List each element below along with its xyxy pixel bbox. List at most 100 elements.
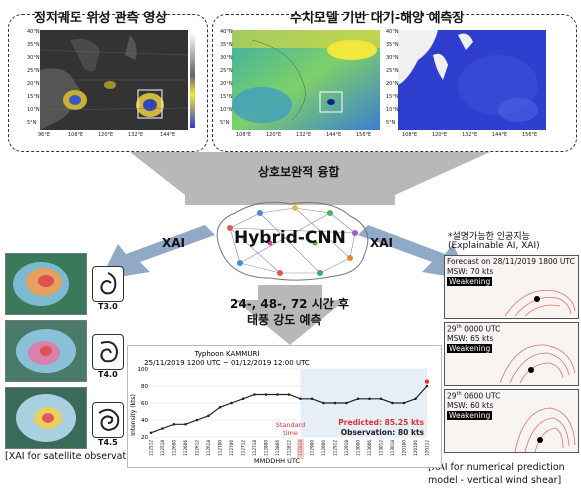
data-point bbox=[264, 393, 268, 396]
y-tick-label: 100 bbox=[138, 367, 149, 373]
ocean-field-map bbox=[398, 30, 546, 130]
satellite-heatmap bbox=[6, 321, 86, 381]
data-point bbox=[379, 397, 383, 401]
predicted-label: Predicted: 85.25 kts bbox=[338, 418, 424, 427]
forecast-time: 29th 0600 UTC bbox=[447, 391, 500, 401]
satellite-heatmap bbox=[6, 254, 86, 314]
fusion-label: 상호보완적 융합 bbox=[258, 165, 340, 179]
data-point bbox=[287, 393, 291, 396]
ocean-lon-tick: 108°E bbox=[402, 132, 418, 138]
x-tick-label: 120106 bbox=[413, 440, 418, 456]
y-tick-label: 80 bbox=[141, 384, 148, 390]
fusion-arrow bbox=[130, 152, 490, 205]
x-tick-label: 120112 bbox=[425, 440, 430, 456]
data-point bbox=[218, 405, 222, 409]
x-tick-label: 112612 bbox=[195, 440, 200, 456]
sat-lat-tick: 40°N bbox=[27, 29, 40, 35]
sat-lat-tick: 30°N bbox=[27, 55, 40, 61]
forecast-day: 29 bbox=[447, 391, 457, 401]
observation-label: Observation: 80 kts bbox=[341, 428, 425, 437]
x-tick-label: 112512 bbox=[149, 440, 154, 456]
xai-note-line2: (Explainable AI, XAI) bbox=[448, 241, 540, 251]
forecast-day: 29 bbox=[447, 324, 457, 334]
x-tick-label: 112912 bbox=[333, 440, 338, 456]
sat-lat-tick: 10°N bbox=[27, 107, 40, 113]
ocean-lat-tick: 30°N bbox=[386, 55, 399, 61]
predicted-intensity-point bbox=[424, 379, 430, 384]
weakening-tag: Weakening bbox=[447, 344, 493, 353]
satellite-heatmap bbox=[6, 388, 86, 448]
ocean-lat-tick: 35°N bbox=[386, 42, 399, 48]
x-tick-label: 112600 bbox=[172, 440, 177, 456]
x-tick-label: 113018 bbox=[390, 440, 395, 456]
sat-lat-tick: 20°N bbox=[27, 81, 40, 87]
y-tick-label: 60 bbox=[141, 401, 148, 407]
x-tick-label: 113000 bbox=[356, 440, 361, 456]
dvorak-pattern-icon bbox=[92, 402, 124, 438]
t-number-label: T4.5 bbox=[98, 438, 118, 447]
ocean-lon-tick: 144°E bbox=[492, 132, 508, 138]
weakening-tag: Weakening bbox=[447, 411, 493, 420]
data-point bbox=[195, 418, 199, 422]
data-point bbox=[391, 401, 394, 405]
model-lat-tick: 10°N bbox=[220, 107, 233, 113]
y-axis-label: Intensity (kts) bbox=[130, 394, 137, 436]
t-number-label: T3.0 bbox=[98, 302, 118, 311]
x-tick-label: 120100 bbox=[402, 440, 407, 456]
forecast-time: 29th 0000 UTC bbox=[447, 324, 500, 334]
ocean-map-graphic bbox=[398, 30, 546, 130]
prediction-arrow bbox=[235, 285, 345, 345]
x-tick-label: 112712 bbox=[241, 440, 246, 456]
x-tick-label: 112812 bbox=[287, 440, 292, 456]
sat-lon-tick: 120°E bbox=[98, 132, 114, 138]
model-lat-tick: 5°N bbox=[220, 120, 230, 126]
sat-lat-tick: 35°N bbox=[27, 42, 40, 48]
forecast-day-suffix: th bbox=[456, 391, 462, 397]
chart-subtitle: 25/11/2019 1200 UTC ~ 01/12/2019 12:00 U… bbox=[144, 359, 310, 367]
data-point bbox=[356, 397, 360, 401]
satellite-image-map bbox=[40, 30, 188, 130]
satellite-xai-caption: [XAI for satellite observation] bbox=[5, 451, 145, 462]
y-tick-label: 20 bbox=[141, 435, 148, 441]
x-ticks: 112512 112518 112600 112606 112612 112618 1127… bbox=[149, 440, 430, 456]
x-tick-label: 112700 bbox=[218, 440, 223, 456]
forecast-panel: 29th 0600 UTC MSW: 60 kts Weakening bbox=[444, 389, 579, 453]
model-lat-tick: 35°N bbox=[220, 42, 233, 48]
data-point bbox=[310, 397, 314, 401]
data-point bbox=[230, 401, 233, 405]
data-point bbox=[333, 401, 337, 405]
forecast-msw: MSW: 70 kts bbox=[447, 267, 494, 276]
forecast-time: Forecast on 28/11/2019 1800 UTC bbox=[447, 257, 575, 266]
model-lon-tick: 132°E bbox=[296, 132, 312, 138]
y-tick-label: 40 bbox=[141, 418, 148, 424]
brain-network-icon bbox=[216, 201, 369, 281]
dvorak-pattern-icon bbox=[92, 334, 124, 370]
model-lon-tick: 120°E bbox=[266, 132, 282, 138]
standard-time-highlight bbox=[297, 439, 304, 459]
x-tick-label: 112900 bbox=[310, 440, 315, 456]
ocean-lon-tick: 156°E bbox=[522, 132, 538, 138]
standard-time-label: Standard bbox=[276, 421, 306, 429]
sat-lon-tick: 96°E bbox=[38, 132, 51, 138]
data-point bbox=[368, 397, 371, 401]
ocean-lat-tick: 15°N bbox=[386, 94, 399, 100]
model-lon-tick: 156°E bbox=[356, 132, 372, 138]
x-tick-label: 112918 bbox=[344, 440, 349, 456]
data-point bbox=[253, 393, 256, 396]
nwp-xai-caption-line1: [XAI for numerical prediction bbox=[428, 462, 565, 473]
ocean-lat-tick: 25°N bbox=[386, 68, 399, 74]
x-tick-label: 112718 bbox=[252, 440, 257, 456]
xai-left-label: XAI bbox=[162, 236, 186, 250]
nwp-xai-caption-line2: model - vertical wind shear] bbox=[428, 475, 562, 486]
ocean-lat-tick: 20°N bbox=[386, 81, 399, 87]
forecast-msw: MSW: 65 kts bbox=[447, 334, 494, 343]
y-ticks: 20 40 60 80 100 bbox=[138, 367, 149, 441]
model-panel bbox=[212, 14, 577, 152]
data-point bbox=[184, 422, 187, 426]
intensity-chart: 20 40 60 80 100 112512 112518 112600 112606 1126… bbox=[130, 350, 430, 465]
data-point bbox=[425, 384, 429, 388]
model-lat-tick: 25°N bbox=[220, 68, 233, 74]
forecast-utc: 0000 UTC bbox=[461, 324, 501, 334]
wind-shear-contours bbox=[504, 289, 576, 317]
